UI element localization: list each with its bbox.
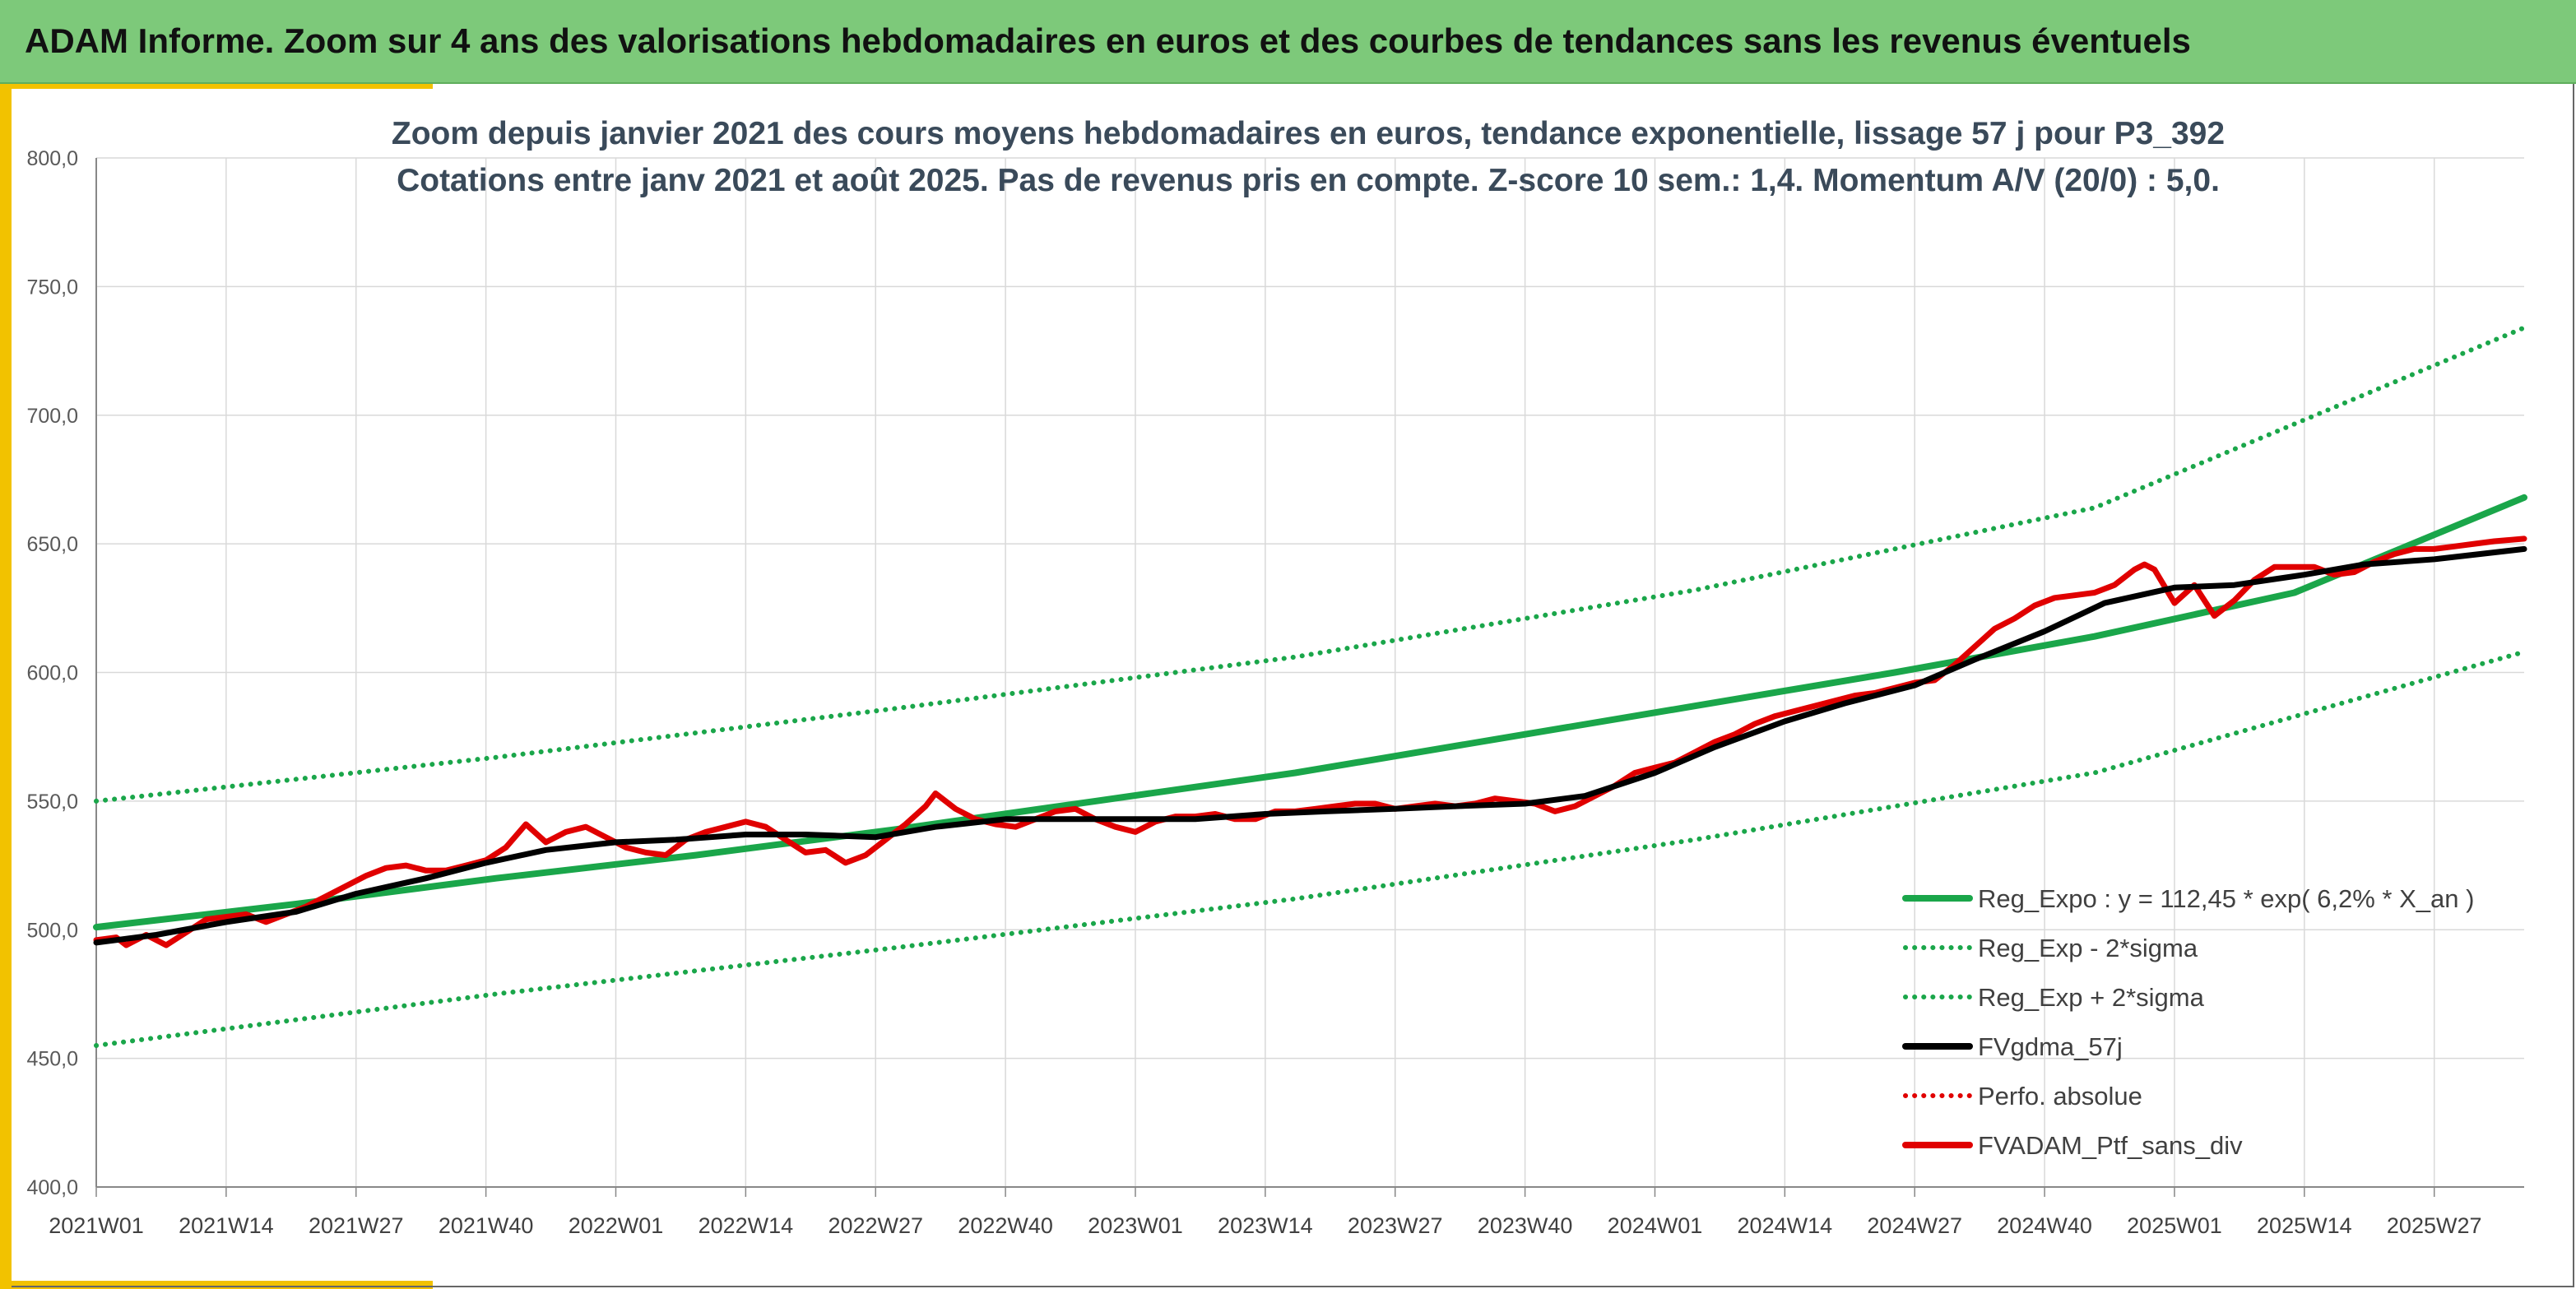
accent-bar-top (0, 84, 433, 89)
x-tick-label: 2021W01 (49, 1213, 144, 1238)
x-tick-label: 2023W01 (1088, 1213, 1183, 1238)
legend: Reg_Expo : y = 112,45 * exp( 6,2% * X_an… (1902, 884, 2474, 1160)
x-tick-label: 2023W40 (1478, 1213, 1573, 1238)
y-tick-label: 450,0 (26, 1048, 78, 1071)
chart-title-line-2: Cotations entre janv 2021 et août 2025. … (397, 163, 2220, 198)
series-sigma-bands-line (94, 649, 2527, 1048)
series-sigma-bands-line (94, 325, 2527, 804)
x-tick-label: 2021W14 (179, 1213, 274, 1238)
legend-label: Reg_Expo : y = 112,45 * exp( 6,2% * X_an… (1978, 884, 2474, 913)
grid-lines (96, 157, 2524, 1187)
x-tick-label: 2023W27 (1348, 1213, 1443, 1238)
x-tick-label: 2023W14 (1218, 1213, 1313, 1238)
legend-label: Perfo. absolue (1978, 1082, 2142, 1110)
x-tick-label: 2024W14 (1738, 1213, 1833, 1238)
y-tick-label: 650,0 (26, 533, 78, 556)
accent-bar-left (0, 84, 12, 1289)
accent-bar-bottom (0, 1281, 433, 1289)
x-tick-label: 2021W27 (309, 1213, 404, 1238)
x-tick-label: 2025W27 (2387, 1213, 2482, 1238)
axes: 400,0 450,0 500,0 550,0 600,0 650,0 700,0 750,0… (26, 147, 2524, 1238)
series-lines (93, 325, 2527, 1048)
y-tick-label: 700,0 (26, 405, 78, 428)
x-tick-label: 2024W27 (1867, 1213, 1962, 1238)
legend-label: FVgdma_57j (1978, 1032, 2123, 1061)
report-title: ADAM Informe. Zoom sur 4 ans des valoris… (25, 21, 2191, 60)
x-tick-label: 2022W01 (569, 1213, 664, 1238)
x-tick-label: 2021W40 (439, 1213, 534, 1238)
x-tick-label: 2022W27 (828, 1213, 923, 1238)
chart-frame (12, 84, 2574, 1287)
y-tick-label: 600,0 (26, 662, 78, 685)
x-tick-label: 2024W01 (1608, 1213, 1703, 1238)
x-tick-label: 2022W14 (699, 1213, 794, 1238)
x-tick-label: 2022W40 (958, 1213, 1053, 1238)
y-tick-label: 750,0 (26, 276, 78, 299)
series-reg-expo-line (93, 494, 2527, 931)
legend-label: Reg_Exp + 2*sigma (1978, 983, 2205, 1012)
x-tick-label: 2024W40 (1997, 1213, 2092, 1238)
report-banner: ADAM Informe. Zoom sur 4 ans des valoris… (0, 0, 2576, 84)
chart-title-line-1: Zoom depuis janvier 2021 des cours moyen… (392, 116, 2225, 151)
legend-label: Reg_Exp - 2*sigma (1978, 934, 2198, 962)
y-tick-label: 550,0 (26, 791, 78, 814)
series-fvgdma-line (93, 545, 2527, 946)
x-tick-label: 2025W14 (2257, 1213, 2352, 1238)
legend-label: FVADAM_Ptf_sans_div (1978, 1131, 2243, 1160)
y-tick-label: 800,0 (26, 147, 78, 170)
y-tick-label: 500,0 (26, 919, 78, 942)
x-tick-label: 2025W01 (2127, 1213, 2222, 1238)
y-tick-label: 400,0 (26, 1176, 78, 1199)
